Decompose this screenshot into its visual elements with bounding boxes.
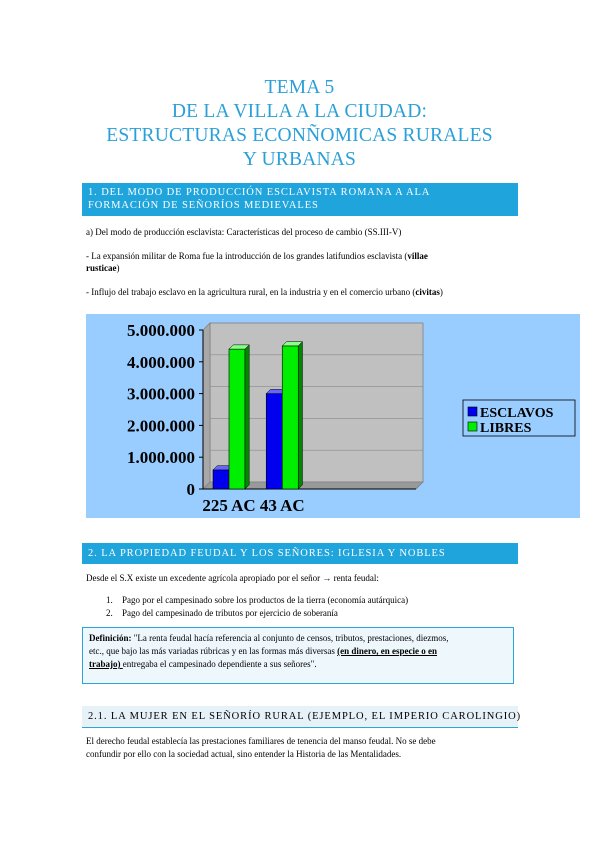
legend-label: LIBRES: [480, 421, 532, 436]
section-2-1-heading-text: 2.1. LA MUJER EN EL SEÑORÍO RURAL (EJEMP…: [88, 711, 522, 722]
definition-text-3: entregaba el campesinado dependiente a s…: [122, 659, 317, 669]
legend: [462, 399, 576, 437]
bar-side-libres-0: [244, 344, 250, 490]
page-title: TEMA 5 DE LA VILLA A LA CIUDAD: ESTRUCTU…: [0, 76, 599, 172]
y-tick-label: 2.000.000: [127, 416, 195, 435]
definition-text-1: "La renta feudal hacía referencia al con…: [131, 633, 449, 643]
section-1-heading-line-1: 1. DEL MODO DE PRODUCCIÓN ESCLAVISTA ROM…: [88, 187, 431, 198]
list-item-text: Pago por el campesinado sobre los produc…: [122, 595, 409, 605]
title-line-3: ESTRUCTURAS ECONÑOMICAS RURALES: [106, 125, 493, 146]
list-item: 1. Pago por el campesinado sobre los prod…: [106, 594, 408, 606]
population-chart: 0 1.000.000 2.000.000 3.000.000 4.000.000 5.0…: [86, 314, 580, 518]
paragraph-trabajo-esclavo-text: - Influjo del trabajo esclavo en la agri…: [86, 287, 416, 297]
section-1-heading: 1. DEL MODO DE PRODUCCIÓN ESCLAVISTA ROM…: [82, 183, 518, 216]
paragraph-trabajo-esclavo: - Influjo del trabajo esclavo en la agri…: [86, 286, 443, 298]
section-2-heading: 2. LA PROPIEDAD FEUDAL Y LOS SEÑORES: IG…: [82, 543, 518, 564]
bar-esclavos-1: [265, 393, 283, 490]
title-line-2: DE LA VILLA A LA CIUDAD:: [171, 101, 428, 122]
list-item-number: 1.: [106, 595, 113, 605]
section-2-heading-text: 2. LA PROPIEDAD FEUDAL Y LOS SEÑORES: IG…: [88, 548, 446, 559]
civitas-term: civitas: [415, 287, 440, 297]
definition-label: Definición:: [89, 633, 132, 643]
y-tick-label: 3.000.000: [127, 385, 195, 404]
title-line-1: TEMA 5: [264, 77, 335, 98]
section-2-1-line-2: confundir por ello con la sociedad actua…: [86, 749, 402, 759]
legend-swatch: [467, 421, 478, 432]
section-2-intro: Desde el S.X existe un excedente agrícol…: [86, 573, 379, 583]
definition-emphasis-1: (en dinero, en especie o en: [337, 646, 437, 656]
villae-term: villae: [407, 251, 428, 261]
bar-libres-0: [228, 348, 246, 490]
definition-box: Definición: "La renta feudal hacía refer…: [82, 627, 514, 684]
bar-esclavos-0: [212, 469, 230, 490]
bar-top-libres-1: [281, 341, 304, 347]
y-tick-label: 1.000.000: [127, 448, 195, 467]
paragraph-latifundios-text: - La expansión militar de Roma fue la in…: [86, 251, 408, 261]
section-1-heading-line-2: FORMACIÓN DE SEÑORÍOS MEDIEVALES: [88, 200, 319, 211]
bar-side-libres-1: [298, 341, 303, 490]
list-item-text: Pago del campesinado de tributos por eje…: [122, 608, 338, 618]
x-tick-label: 43 AC: [260, 496, 305, 515]
section-2-1-line-1: El derecho feudal establecía las prestac…: [86, 736, 436, 746]
subsection-a: a) Del modo de producción esclavista: Ca…: [86, 227, 402, 237]
section-2-1-heading: 2.1. LA MUJER EN EL SEÑORÍO RURAL (EJEMP…: [82, 706, 522, 728]
paragraph-latifundios-end: ): [116, 263, 120, 273]
bar-libres-1: [281, 345, 299, 490]
y-tick-label: 0: [187, 480, 196, 499]
rusticae-term: rusticae: [86, 263, 117, 273]
list-item: 2. Pago del campesinado de tributos por e…: [106, 607, 338, 619]
chart-svg: 0 1.000.000 2.000.000 3.000.000 4.000.000 5.0…: [127, 321, 576, 515]
y-tick-label: 5.000.000: [127, 321, 195, 340]
definition-text-2: etc., que bajo las más variadas rúbricas…: [89, 646, 338, 656]
y-tick-label: 4.000.000: [127, 353, 195, 372]
definition-emphasis-2: trabajo): [89, 659, 123, 669]
legend-swatch: [467, 406, 478, 417]
title-line-4: Y URBANAS: [242, 149, 357, 170]
bar-top-libres-0: [228, 344, 250, 350]
x-tick-label: 225 AC: [202, 496, 255, 515]
list-item-number: 2.: [106, 608, 113, 618]
paragraph-latifundios: - La expansión militar de Roma fue la in…: [86, 250, 428, 274]
plot-side-wall: [202, 322, 211, 490]
legend-label: ESCLAVOS: [480, 406, 554, 421]
paragraph-trabajo-esclavo-end: ): [439, 287, 443, 297]
